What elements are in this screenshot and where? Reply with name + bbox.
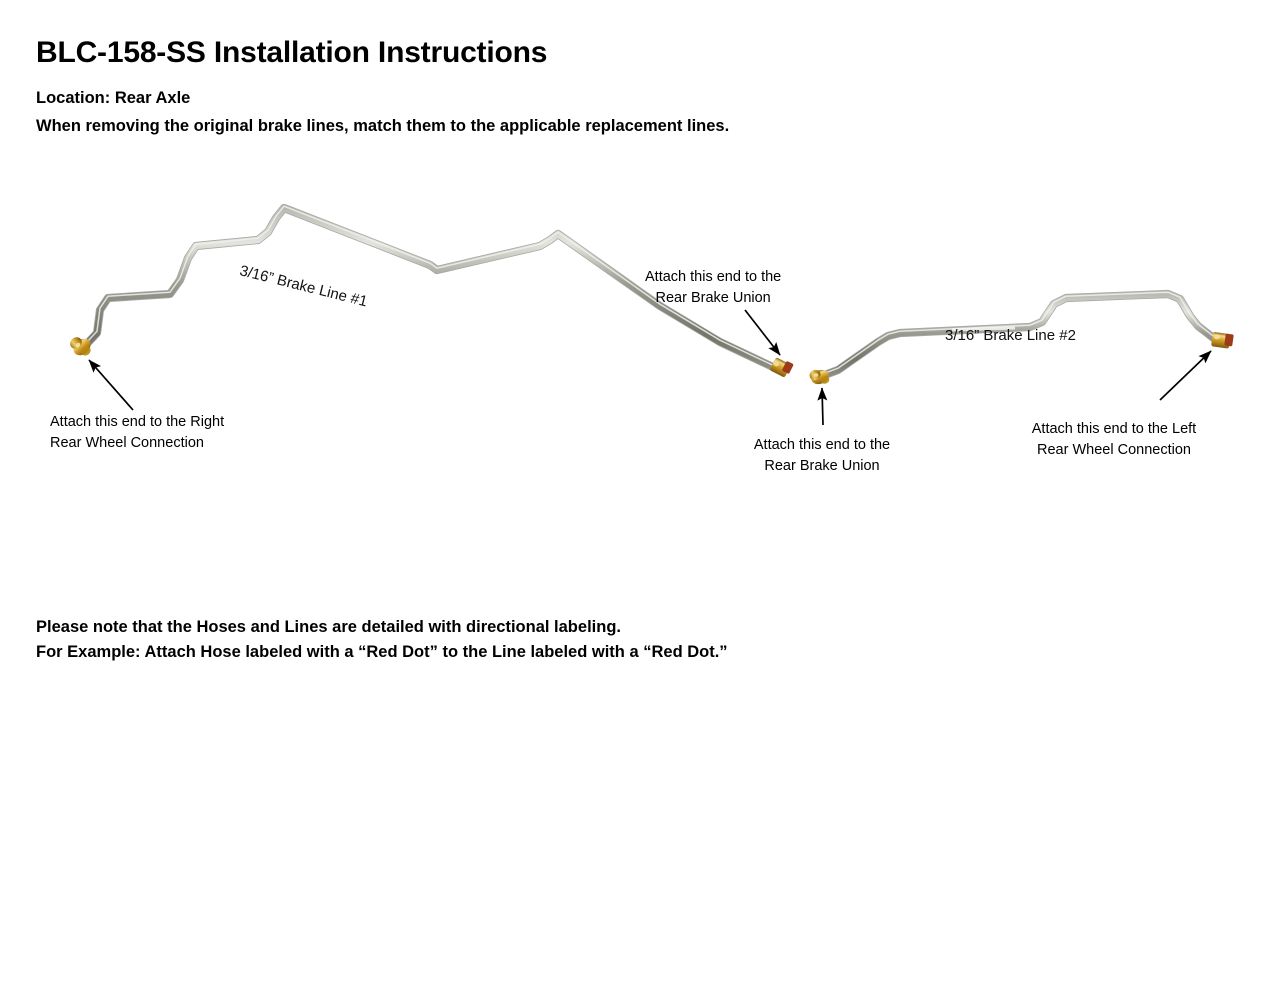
callout-union-bottom-line-1: Attach this end to the [753,437,891,453]
callout-left-rear-line-1: Attach this end to the Left [1031,421,1197,437]
callout-rear-brake-union-top: Attach this end to the Rear Brake Union [645,267,781,309]
callout-left-rear-line-2: Rear Wheel Connection [1037,442,1191,458]
callout-union-bottom-line-2: Rear Brake Union [764,458,880,474]
line1-left-end-fitting [70,337,91,356]
arrow-to-line2-right-end [1159,350,1212,401]
location-line: Location: Rear Axle [36,89,191,107]
arrow-to-line1-right-end [744,309,781,356]
callout-union-top-line-2: Rear Brake Union [655,290,771,306]
callout-right-rear-line-1: Attach this end to the Right [50,414,225,430]
brake-line-1-tube [79,203,780,373]
line1-right-end-fitting [770,357,794,378]
callout-left-rear-wheel: Attach this end to the Left Rear Wheel C… [1018,419,1210,461]
brake-line-diagram [0,170,1280,500]
callout-right-rear-wheel: Attach this end to the Right Rear Wheel … [50,412,224,454]
instruction-line: When removing the original brake lines, … [36,117,730,135]
callout-arrows [88,309,1212,426]
arrow-to-line1-left-end [88,359,134,411]
callout-right-rear-line-2: Rear Wheel Connection [50,435,204,451]
arrow-to-line2-left-end [817,387,828,426]
diagram-svg [70,203,1234,426]
line2-right-end-fitting [1211,332,1234,349]
footer-note-line-1: Please note that the Hoses and Lines are… [36,618,621,636]
footer-note-line-2: For Example: Attach Hose labeled with a … [36,643,728,661]
brake-line-2-label: 3/16” Brake Line #2 [945,327,1076,344]
line2-left-end-fitting [809,369,830,385]
page-title: BLC-158-SS Installation Instructions [36,36,548,69]
callout-union-top-line-1: Attach this end to the [645,269,782,285]
callout-rear-brake-union-bottom: Attach this end to the Rear Brake Union [738,435,906,477]
brake-line-2-tube [817,289,1221,381]
